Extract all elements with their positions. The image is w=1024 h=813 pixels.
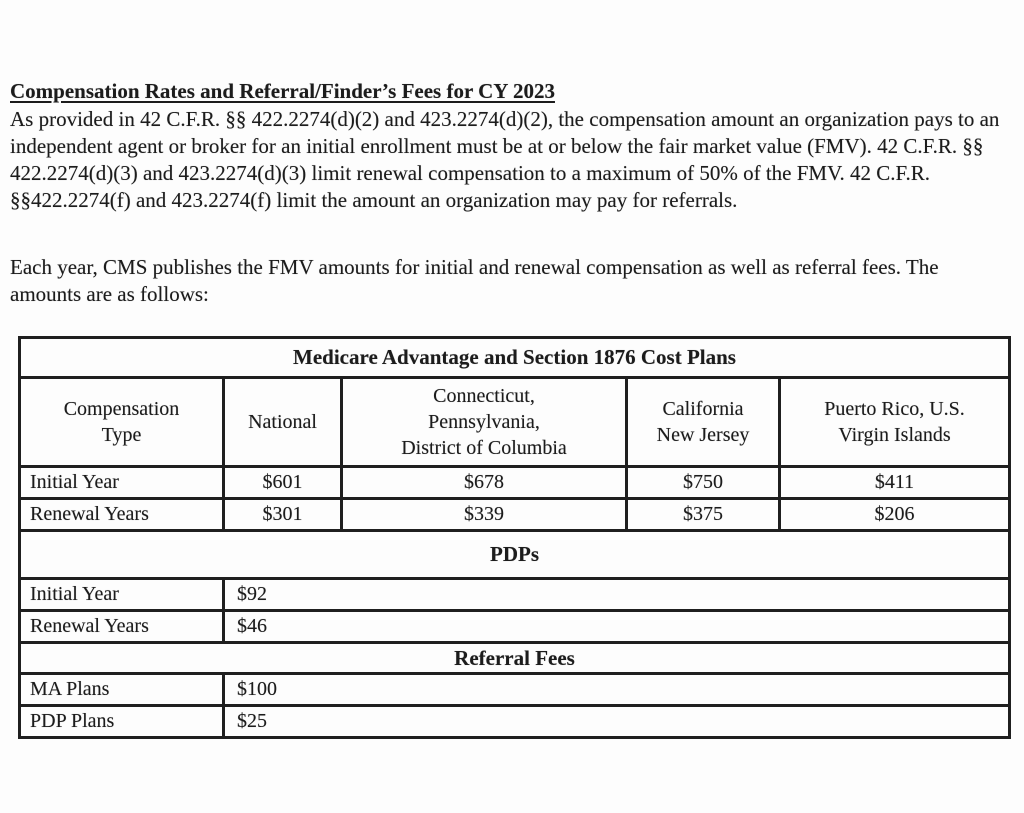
pdps-section-title-cell: PDPs [17,529,1012,580]
table-row: MA Plans $100 [18,672,1012,707]
pdp-renewal-years-value: $46 [221,609,1012,644]
referral-pdp-plans-value: $25 [221,704,1012,739]
col-header-pr-usvi: Puerto Rico, U.S. Virgin Islands [777,376,1012,468]
table-header-row: Compensation Type National Connecticut, … [18,376,1012,468]
ma-section-title-cell: Medicare Advantage and Section 1876 Cost… [17,336,1012,379]
ma-initial-year-pr-usvi-value: $411 [777,465,1012,500]
ma-renewal-years-ct-pa-dc-value: $339 [340,497,628,532]
table-row: Renewal Years $46 [18,609,1012,644]
ma-renewal-years-ca-nj-value: $375 [625,497,781,532]
fmv-publication-paragraph: Each year, CMS publishes the FMV amounts… [10,255,939,306]
table-row: PDP Plans $25 [18,704,1012,739]
pdp-renewal-years-label: Renewal Years [18,609,225,644]
referral-pdp-plans-label: PDP Plans [18,704,225,739]
col-header-ca-nj: California New Jersey [625,376,781,468]
pdp-initial-year-label: Initial Year [18,577,225,612]
table-row: Renewal Years $301 $339 $375 $206 [18,497,1012,532]
col-header-national: National [222,376,343,468]
table-row: Initial Year $601 $678 $750 $411 [18,465,1012,500]
table-row: Medicare Advantage and Section 1876 Cost… [17,336,1012,379]
referral-ma-plans-value: $100 [221,672,1012,707]
ma-initial-year-label: Initial Year [18,465,225,500]
ma-initial-year-ca-nj-value: $750 [625,465,781,500]
ma-renewal-years-national-value: $301 [222,497,343,532]
pdp-initial-year-value: $92 [221,577,1012,612]
referral-ma-plans-label: MA Plans [18,672,225,707]
ma-initial-year-national-value: $601 [222,465,343,500]
ma-initial-year-ct-pa-dc-value: $678 [340,465,628,500]
document-heading: Compensation Rates and Referral/Finder’s… [10,79,555,103]
ma-renewal-years-pr-usvi-value: $206 [777,497,1012,532]
table-row: Referral Fees [17,641,1012,675]
col-header-compensation-type: Compensation Type [18,376,225,468]
table-row: PDPs [17,529,1012,580]
compensation-rates-table: Medicare Advantage and Section 1876 Cost… [17,336,1012,739]
table-row: Initial Year $92 [18,577,1012,612]
referral-fees-section-title-cell: Referral Fees [17,641,1012,675]
ma-renewal-years-label: Renewal Years [18,497,225,532]
col-header-ct-pa-dc: Connecticut, Pennsylvania, District of C… [340,376,628,468]
intro-paragraph: As provided in 42 C.F.R. §§ 422.2274(d)(… [10,107,1000,212]
